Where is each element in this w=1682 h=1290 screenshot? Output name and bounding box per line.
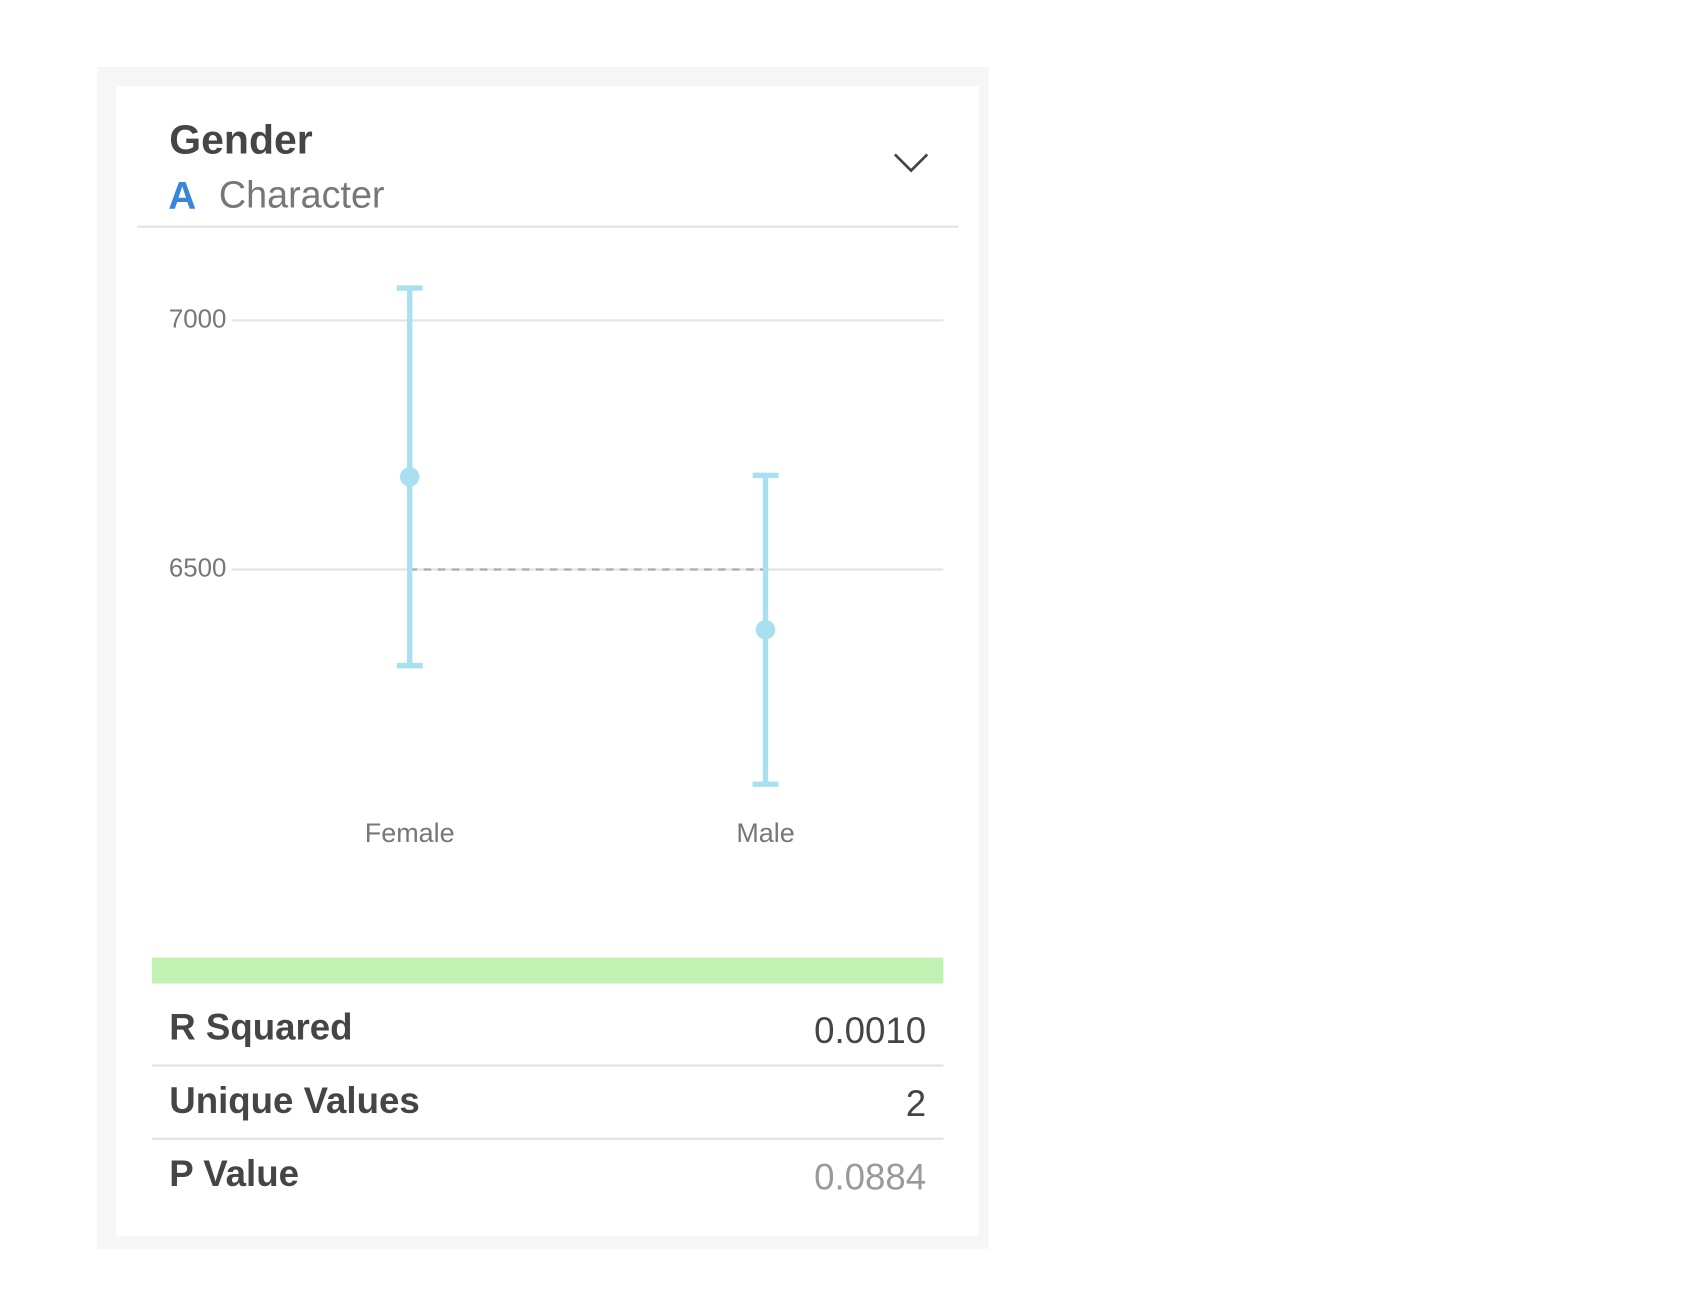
type-icon: A — [168, 175, 196, 218]
stat-value: 0.0884 — [814, 1156, 926, 1197]
status-bar — [152, 957, 944, 984]
chart: 6500 7000 Female Male — [169, 285, 944, 848]
stat-value: 2 — [906, 1083, 926, 1124]
expand-chevron[interactable] — [893, 153, 929, 173]
card-title: Gender — [169, 116, 312, 162]
stat-label: P Value — [169, 1153, 299, 1194]
stat-label: Unique Values — [169, 1080, 419, 1121]
type-label: Character — [219, 174, 385, 216]
stat-label: R Squared — [169, 1007, 352, 1048]
stat-value: 0.0010 — [814, 1010, 926, 1051]
x-tick-label: Male — [736, 818, 794, 848]
mean-point — [400, 467, 420, 487]
card — [116, 86, 980, 1236]
mean-point — [755, 620, 776, 640]
y-tick-label: 7000 — [169, 305, 227, 333]
stats-table: R Squared 0.0010 Unique Values 2 P Value 0.08… — [152, 1007, 944, 1197]
y-tick-label: 6500 — [169, 554, 227, 582]
x-tick-label: Female — [365, 818, 455, 848]
